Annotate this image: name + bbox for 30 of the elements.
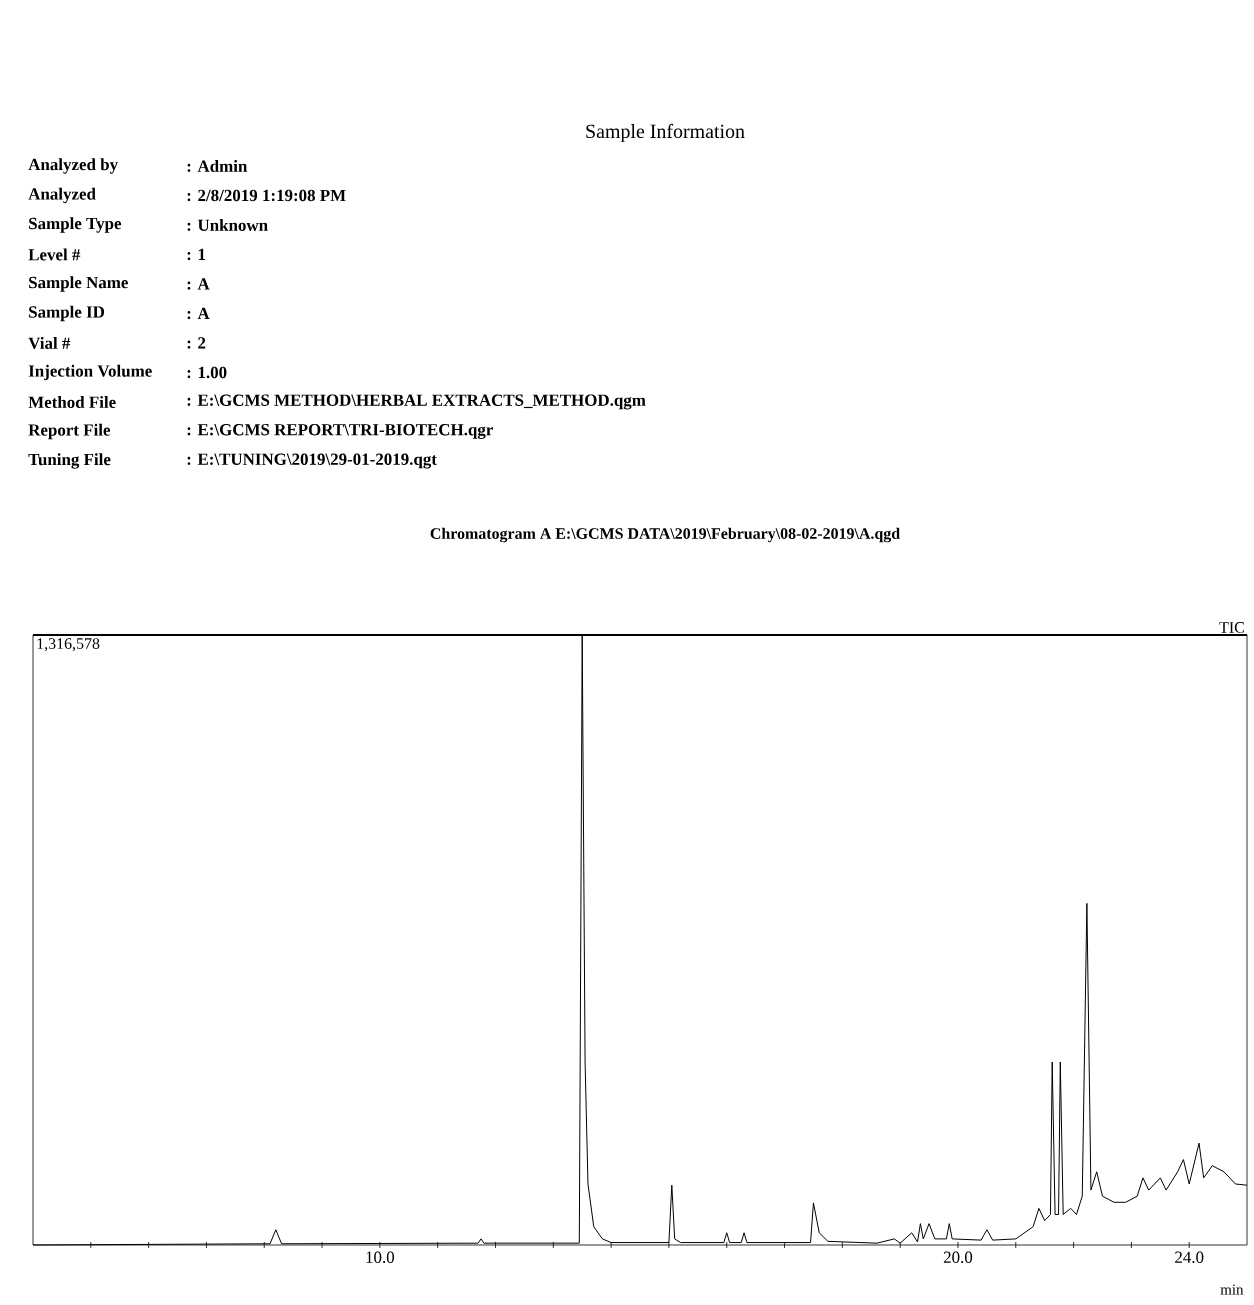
text: Sample Name [29, 276, 128, 292]
text: Method File [28, 396, 116, 408]
text: : 1.00 [187, 366, 227, 379]
text: Level # [28, 248, 81, 261]
text: : Admin [187, 159, 248, 172]
x-tick-label: 20.0 [943, 1251, 973, 1264]
text: Sample Type [29, 217, 122, 233]
text: : 2 [187, 337, 206, 349]
x-tick-label: 24.0 [1175, 1251, 1204, 1264]
text: : E:\GCMS REPORT\TRI-BIOTECH.qgr [187, 424, 493, 439]
text: Report File [28, 423, 111, 440]
chart-title: Sample Information [586, 123, 745, 143]
text: : E:\TUNING\2019\29-01-2019.qgt [187, 453, 437, 469]
annotation: 1,316,578 [37, 638, 100, 652]
text: : Unknown [187, 218, 268, 231]
text: TIC [1219, 622, 1244, 633]
text: Analyzed [28, 187, 96, 204]
text: : A [187, 278, 210, 290]
text: : E:\GCMS METHOD\HERBAL EXTRACTS_METHOD.qgm [187, 394, 646, 410]
text: Injection Volume [28, 364, 152, 381]
text: : 2/8/2019 1:19:08 PM [187, 189, 346, 202]
text: Tuning File [28, 453, 111, 469]
x-tick-label: 10.0 [366, 1251, 395, 1264]
text: Sample ID [29, 305, 105, 322]
text: : 1 [187, 248, 206, 261]
text: : A [187, 307, 210, 320]
x-axis-title: min [1220, 1284, 1244, 1295]
text: Vial # [28, 336, 71, 349]
chart-subtitle: Chromatogram A E:\GCMS DATA\2019\February\08-02-2019\A.qgd [430, 527, 900, 543]
text: Analyzed by [28, 158, 118, 174]
